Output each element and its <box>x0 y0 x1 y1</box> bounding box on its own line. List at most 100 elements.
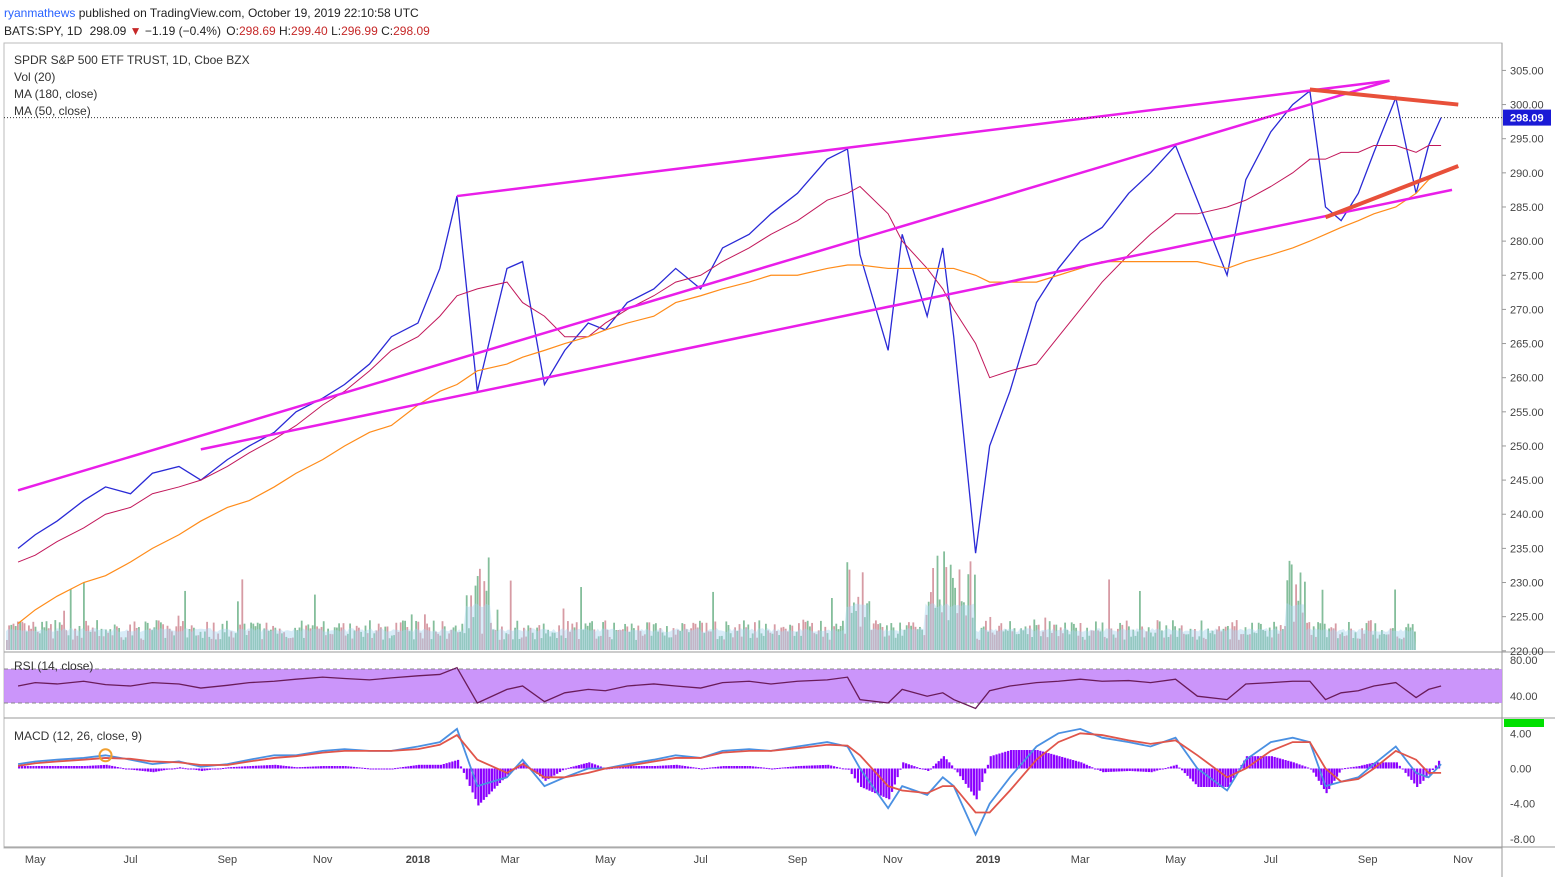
volume-bar <box>239 624 241 650</box>
macd-histogram-bar <box>992 755 995 769</box>
volume-bar <box>648 622 651 650</box>
macd-histogram-bar <box>78 766 81 769</box>
macd-histogram-bar <box>32 766 35 769</box>
volume-bar <box>644 634 646 650</box>
last-price-label: 298.09 <box>1510 113 1544 125</box>
volume-bar <box>701 622 703 650</box>
volume-bar <box>485 590 488 650</box>
macd-histogram-bar <box>152 768 155 773</box>
volume-bar <box>305 625 307 650</box>
volume-bar <box>8 625 10 650</box>
volume-bar <box>1136 631 1139 650</box>
macd-histogram-bar <box>850 768 853 775</box>
volume-bar <box>622 629 624 650</box>
macd-histogram-bar <box>165 768 168 770</box>
volume-bar <box>10 624 13 650</box>
volume-bar <box>1077 635 1080 650</box>
volume-bar <box>754 622 756 650</box>
volume-bar <box>1097 630 1099 650</box>
macd-histogram-bar <box>907 764 910 769</box>
volume-bar <box>875 620 877 650</box>
volume-bar <box>69 589 72 650</box>
volume-bar <box>1051 632 1053 650</box>
macd-histogram-bar <box>448 762 451 769</box>
volume-bar <box>916 629 919 650</box>
volume-bar <box>507 634 510 650</box>
volume-bar <box>1007 630 1009 650</box>
price-tick-label: 265.00 <box>1510 339 1544 351</box>
macd-histogram-bar <box>260 765 263 769</box>
volume-bar <box>1158 621 1161 650</box>
macd-histogram-bar <box>667 765 670 769</box>
volume-bar <box>316 626 318 650</box>
volume-bar <box>380 627 382 650</box>
macd-histogram-bar <box>681 765 684 769</box>
macd-histogram-bar <box>760 767 763 769</box>
volume-bar <box>439 635 442 650</box>
volume-bar <box>725 621 728 650</box>
volume-bar <box>804 621 807 650</box>
username-link[interactable]: ryanmathews <box>4 6 76 20</box>
volume-bar <box>679 630 681 650</box>
price-tick-label: 270.00 <box>1510 304 1544 316</box>
macd-histogram-bar <box>1407 768 1410 777</box>
macd-histogram-bar <box>309 766 312 769</box>
volume-bar <box>1330 627 1333 650</box>
volume-bar <box>461 623 464 650</box>
volume-bar <box>956 613 959 650</box>
macd-histogram-bar <box>591 763 594 769</box>
volume-bar <box>1185 634 1187 650</box>
macd-histogram-bar <box>493 768 496 789</box>
macd-histogram-bar <box>477 768 480 806</box>
macd-histogram-bar <box>916 767 919 769</box>
volume-bar <box>87 625 90 650</box>
volume-bar <box>855 610 857 650</box>
macd-histogram-bar <box>157 768 160 772</box>
volume-bar <box>274 627 277 650</box>
macd-histogram-bar <box>301 767 304 769</box>
macd-histogram-bar <box>637 766 641 769</box>
volume-bar <box>468 628 470 650</box>
volume-bar <box>534 639 536 650</box>
volume-bar <box>670 637 673 650</box>
volume-bar <box>25 631 28 650</box>
volume-bar <box>780 627 783 650</box>
open-label: O: <box>226 24 239 38</box>
macd-histogram-bar <box>692 767 695 769</box>
volume-bar <box>652 624 655 650</box>
macd-histogram-bar <box>706 767 709 769</box>
macd-histogram-bar <box>1289 761 1293 769</box>
macd-histogram-bar <box>37 766 41 769</box>
macd-histogram-bar <box>149 768 152 772</box>
volume-bar <box>771 633 774 650</box>
macd-histogram-bar <box>1393 762 1396 769</box>
volume-bar <box>1317 622 1319 650</box>
volume-bar <box>859 626 862 650</box>
volume-bar <box>963 602 965 650</box>
volume-bar <box>80 637 83 650</box>
volume-bar <box>635 639 637 650</box>
volume-bar <box>355 625 358 650</box>
macd-histogram-bar <box>847 768 850 770</box>
macd-histogram-bar <box>1044 752 1047 769</box>
volume-bar <box>996 630 998 650</box>
macd-signal-line <box>17 732 1442 814</box>
volume-bar <box>1088 635 1091 650</box>
volume-bar <box>835 623 838 650</box>
volume-bar <box>373 633 376 650</box>
volume-bar <box>657 631 659 650</box>
volume-bar <box>1251 622 1253 650</box>
chart-frame <box>3 42 1555 877</box>
volume-bar <box>800 635 802 650</box>
macd-histogram-bar <box>254 765 257 769</box>
volume-bar <box>1165 625 1168 650</box>
price-tick-label: 235.00 <box>1510 543 1544 555</box>
volume-bar <box>14 626 17 650</box>
macd-histogram-bar <box>1061 756 1064 769</box>
change-text: −1.19 (−0.4%) <box>144 24 221 38</box>
macd-histogram-bar <box>439 764 443 769</box>
volume-bar <box>578 639 580 650</box>
macd-histogram-bar <box>827 764 830 769</box>
macd-histogram-bar <box>1167 767 1170 769</box>
